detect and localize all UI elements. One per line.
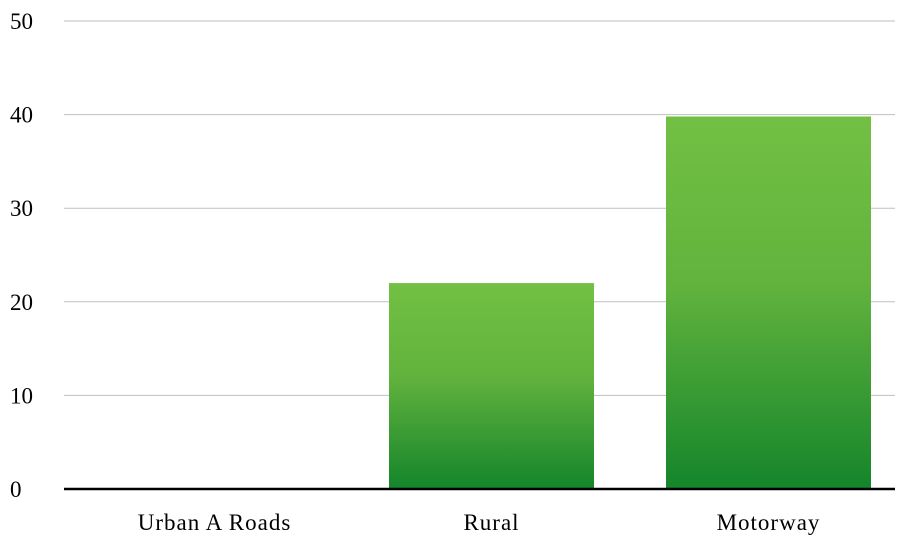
x-axis-category-labels: Urban A Roads Rural Motorway [138,510,821,535]
bars [389,116,871,490]
x-category-label: Motorway [717,510,821,535]
y-tick-label: 40 [10,103,33,128]
y-axis-tick-labels: 0 10 20 30 40 50 [10,9,33,502]
bar-rural [389,283,594,489]
bar-motorway [666,116,871,490]
y-tick-label: 10 [10,383,33,408]
y-tick-label: 0 [10,477,22,502]
x-category-label: Rural [463,510,519,535]
y-tick-label: 50 [10,9,33,34]
y-tick-label: 20 [10,290,33,315]
y-tick-label: 30 [10,196,33,221]
x-category-label: Urban A Roads [138,510,292,535]
